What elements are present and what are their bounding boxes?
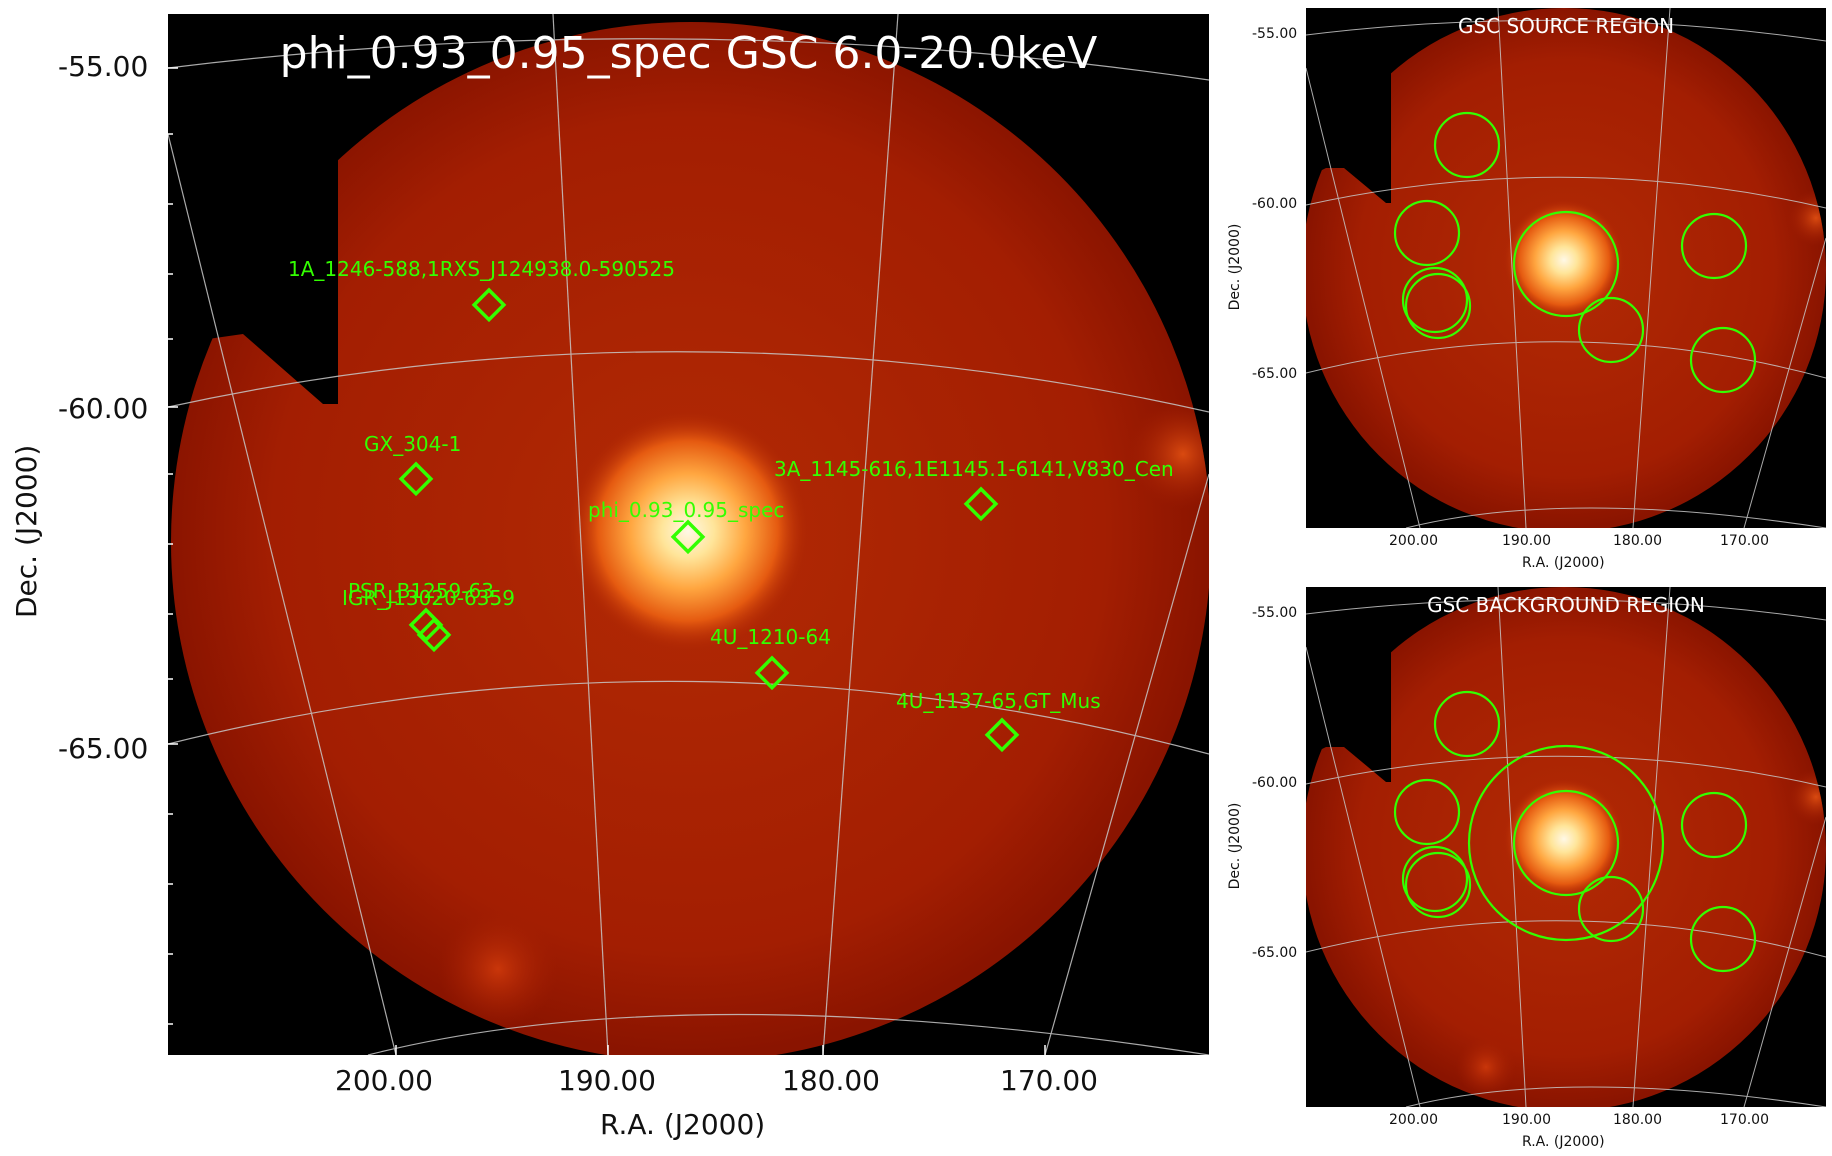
source-label: PSR_B1259-63 bbox=[348, 579, 494, 603]
field-of-view bbox=[171, 22, 1209, 1055]
exclusion-circle[interactable] bbox=[1401, 266, 1469, 334]
source-region-svg bbox=[1306, 8, 1826, 528]
exclusion-circle[interactable] bbox=[1433, 111, 1501, 179]
exclusion-circle[interactable] bbox=[1577, 296, 1645, 364]
dec-tick: -65.00 bbox=[58, 732, 149, 765]
ra-tick: 170.00 bbox=[1720, 1112, 1769, 1128]
exclusion-circle[interactable] bbox=[1680, 791, 1748, 859]
coordinate-grid bbox=[168, 14, 1209, 1055]
background-region-svg bbox=[1306, 587, 1826, 1107]
background-panel-title: GSC BACKGROUND REGION bbox=[1427, 593, 1705, 617]
source-region-map: GSC SOURCE REGION bbox=[1306, 8, 1826, 528]
ra-tick: 190.00 bbox=[1502, 1112, 1551, 1128]
exclusion-circle[interactable] bbox=[1401, 845, 1469, 913]
source-marker-1a1246[interactable] bbox=[471, 287, 507, 323]
background-regions bbox=[1393, 690, 1757, 973]
exclusion-circle[interactable] bbox=[1577, 875, 1645, 943]
dec-tick: -65.00 bbox=[1252, 945, 1298, 961]
exclusion-circle[interactable] bbox=[1689, 905, 1757, 973]
bright-source-emission bbox=[568, 411, 808, 651]
exclusion-circle[interactable] bbox=[1680, 212, 1748, 280]
ra-tick: 190.00 bbox=[558, 1064, 656, 1097]
exclusion-circle[interactable] bbox=[1393, 199, 1461, 267]
ra-tick: 170.00 bbox=[1000, 1064, 1098, 1097]
y-axis-label: Dec. (J2000) bbox=[1227, 223, 1243, 311]
x-axis-label: R.A. (J2000) bbox=[1522, 555, 1605, 571]
x-axis-label: R.A. (J2000) bbox=[600, 1108, 766, 1141]
background-region-map: GSC BACKGROUND REGION bbox=[1306, 587, 1826, 1107]
source-marker-3a1145[interactable] bbox=[963, 486, 999, 522]
ra-tick: 200.00 bbox=[1389, 1112, 1438, 1128]
ra-tick: 200.00 bbox=[1389, 533, 1438, 549]
ra-tick: 180.00 bbox=[1613, 1112, 1662, 1128]
source-markers bbox=[398, 287, 1020, 753]
source-marker-psrb1259[interactable] bbox=[408, 607, 444, 643]
exclusion-circle[interactable] bbox=[1393, 778, 1461, 846]
y-axis-label: Dec. (J2000) bbox=[10, 444, 43, 618]
ra-tick: 170.00 bbox=[1720, 533, 1769, 549]
source-label: phi_0.93_0.95_spec bbox=[588, 498, 784, 522]
dec-tick: -55.00 bbox=[1252, 26, 1298, 42]
source-regions bbox=[1393, 111, 1757, 394]
source-label: 1A_1246-588,1RXS_J124938.0-590525 bbox=[288, 257, 675, 281]
source-label: 4U_1137-65,GT_Mus bbox=[896, 689, 1101, 713]
ra-tick: 190.00 bbox=[1502, 533, 1551, 549]
source-label: GX_304-1 bbox=[364, 432, 461, 456]
dec-tick: -60.00 bbox=[58, 392, 149, 425]
main-sky-map: 1A_1246-588,1RXS_J124938.0-590525 GX_304… bbox=[168, 14, 1209, 1055]
x-axis-label: R.A. (J2000) bbox=[1522, 1134, 1605, 1150]
exclusion-circle[interactable] bbox=[1404, 272, 1472, 340]
source-label: IGR_J13020-6359 bbox=[342, 586, 515, 610]
source-marker-target[interactable] bbox=[670, 519, 706, 555]
dec-tick: -55.00 bbox=[58, 50, 149, 83]
ra-tick: 200.00 bbox=[335, 1064, 433, 1097]
main-title: phi_0.93_0.95_spec GSC 6.0-20.0keV bbox=[279, 28, 1098, 79]
ra-tick: 180.00 bbox=[782, 1064, 880, 1097]
dec-tick: -65.00 bbox=[1252, 366, 1298, 382]
src-region-circle[interactable] bbox=[1512, 210, 1620, 318]
frame-ticks bbox=[168, 67, 1046, 1055]
dec-tick: -60.00 bbox=[1252, 196, 1298, 212]
source-marker-4u1210[interactable] bbox=[754, 655, 790, 691]
exclusion-circle[interactable] bbox=[1433, 690, 1501, 758]
exclusion-circle[interactable] bbox=[1689, 326, 1757, 394]
source-marker-gx304[interactable] bbox=[398, 461, 434, 497]
bg-annulus-outer[interactable] bbox=[1467, 744, 1665, 942]
source-label: 3A_1145-616,1E1145.1-6141,V830_Cen bbox=[774, 457, 1174, 481]
dec-tick: -55.00 bbox=[1252, 605, 1298, 621]
y-axis-label: Dec. (J2000) bbox=[1227, 802, 1243, 890]
source-marker-igrj13020[interactable] bbox=[416, 617, 452, 653]
source-labels: 1A_1246-588,1RXS_J124938.0-590525 GX_304… bbox=[288, 257, 1174, 713]
source-marker-4u1137[interactable] bbox=[984, 717, 1020, 753]
bg-annulus-inner[interactable] bbox=[1512, 789, 1620, 897]
source-label: 4U_1210-64 bbox=[710, 625, 831, 649]
dec-tick: -60.00 bbox=[1252, 775, 1298, 791]
ra-tick: 180.00 bbox=[1613, 533, 1662, 549]
main-sky-svg: 1A_1246-588,1RXS_J124938.0-590525 GX_304… bbox=[168, 14, 1209, 1055]
exclusion-circle[interactable] bbox=[1404, 851, 1472, 919]
source-panel-title: GSC SOURCE REGION bbox=[1457, 14, 1675, 38]
